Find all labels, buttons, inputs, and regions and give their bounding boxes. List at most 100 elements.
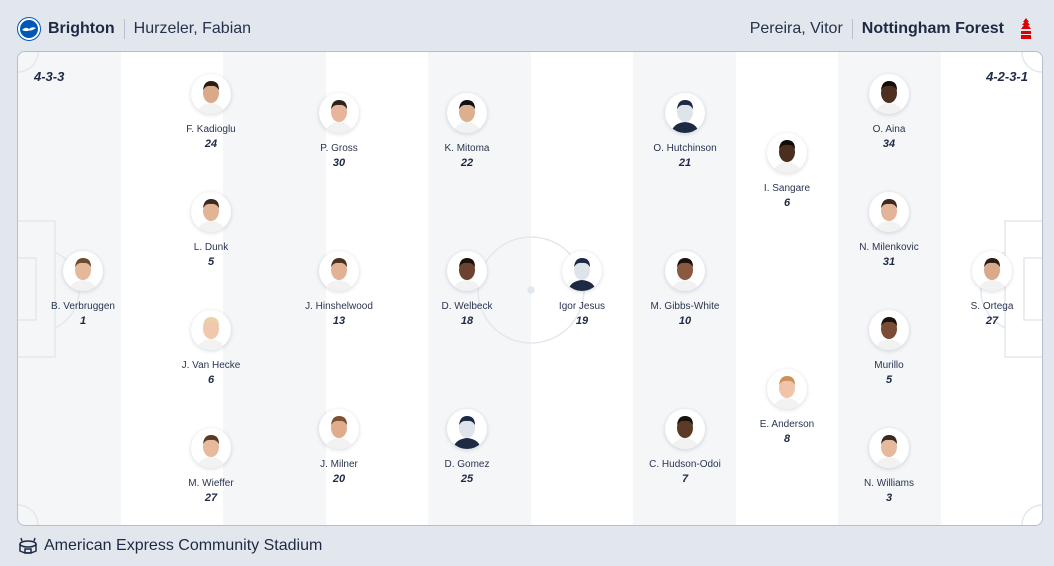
- player-name: O. Hutchinson: [653, 143, 717, 154]
- player-number: 24: [204, 138, 218, 150]
- player-photo-icon: [453, 416, 481, 449]
- player-avatar[interactable]: [562, 251, 602, 291]
- player-avatar[interactable]: [665, 93, 705, 133]
- home-player[interactable]: K. Mitoma 22: [412, 93, 522, 169]
- away-player[interactable]: N. Milenkovic 31: [834, 192, 944, 268]
- player-name: M. Wieffer: [188, 478, 234, 489]
- nottingham-forest-crest-icon: [1021, 18, 1031, 39]
- player-photo-icon: [773, 140, 801, 173]
- player-photo-icon: [671, 258, 699, 291]
- player-name: S. Ortega: [970, 301, 1014, 312]
- player-number: 3: [885, 492, 893, 504]
- player-number: 31: [882, 256, 896, 268]
- player-name: P. Gross: [320, 143, 358, 154]
- pitch-stripe: [18, 52, 121, 525]
- player-avatar[interactable]: [191, 310, 231, 350]
- pitch-stripe: [223, 52, 326, 525]
- player-avatar[interactable]: [63, 251, 103, 291]
- pitch-stripe: [735, 52, 838, 525]
- home-player[interactable]: P. Gross 30: [284, 93, 394, 169]
- player-avatar[interactable]: [191, 428, 231, 468]
- player-number: 22: [460, 157, 474, 169]
- home-player[interactable]: D. Gomez 25: [412, 409, 522, 485]
- player-photo-icon: [773, 376, 801, 409]
- player-name: M. Gibbs-White: [650, 301, 720, 312]
- player-number: 10: [678, 315, 692, 327]
- player-number: 27: [985, 315, 999, 327]
- player-name: L. Dunk: [193, 242, 229, 253]
- player-name: Murillo: [874, 360, 904, 371]
- player-avatar[interactable]: [869, 310, 909, 350]
- home-player[interactable]: M. Wieffer 27: [156, 428, 266, 504]
- player-photo-icon: [875, 81, 903, 114]
- player-number: 21: [678, 157, 692, 169]
- player-name: F. Kadioglu: [186, 124, 236, 135]
- player-photo-icon: [197, 199, 225, 232]
- away-team-header: Pereira, Vitor Nottingham Forest: [750, 14, 1038, 44]
- player-name: D. Gomez: [444, 459, 490, 470]
- lineup-pitch: 4-3-3 4-2-3-1 B. Verbruggen 1 F. Kadioglu 2…: [17, 51, 1043, 526]
- away-player[interactable]: Murillo 5: [834, 310, 944, 386]
- away-team-name[interactable]: Nottingham Forest: [861, 20, 1004, 37]
- player-avatar[interactable]: [665, 251, 705, 291]
- player-number: 7: [681, 473, 689, 485]
- home-player[interactable]: D. Welbeck 18: [412, 251, 522, 327]
- player-avatar[interactable]: [319, 93, 359, 133]
- player-avatar[interactable]: [191, 74, 231, 114]
- home-player[interactable]: B. Verbruggen 1: [28, 251, 138, 327]
- venue-name: American Express Community Stadium: [44, 537, 323, 554]
- away-player[interactable]: S. Ortega 27: [937, 251, 1042, 327]
- player-avatar[interactable]: [767, 133, 807, 173]
- stadium-icon: [19, 537, 37, 554]
- player-name: I. Sangare: [763, 183, 811, 194]
- player-photo-icon: [197, 317, 225, 350]
- home-player[interactable]: J. Van Hecke 6: [156, 310, 266, 386]
- player-avatar[interactable]: [767, 369, 807, 409]
- player-number: 20: [332, 473, 346, 485]
- player-number: 19: [575, 315, 589, 327]
- player-number: 1: [79, 315, 87, 327]
- player-avatar[interactable]: [972, 251, 1012, 291]
- away-player[interactable]: I. Sangare 6: [732, 133, 842, 209]
- away-player[interactable]: M. Gibbs-White 10: [630, 251, 740, 327]
- player-photo-icon: [978, 258, 1006, 291]
- player-avatar[interactable]: [447, 93, 487, 133]
- player-name: Igor Jesus: [558, 301, 606, 312]
- away-player[interactable]: E. Anderson 8: [732, 369, 842, 445]
- away-player[interactable]: Igor Jesus 19: [527, 251, 637, 327]
- player-number: 18: [460, 315, 474, 327]
- player-avatar[interactable]: [319, 409, 359, 449]
- player-name: O. Aina: [872, 124, 906, 135]
- brighton-crest-icon: [17, 17, 41, 41]
- player-name: D. Welbeck: [441, 301, 493, 312]
- home-team-header: Brighton Hurzeler, Fabian: [17, 14, 251, 44]
- away-player[interactable]: O. Aina 34: [834, 74, 944, 150]
- player-number: 13: [332, 315, 346, 327]
- player-photo-icon: [671, 100, 699, 133]
- home-player[interactable]: J. Hinshelwood 13: [284, 251, 394, 327]
- player-avatar[interactable]: [869, 74, 909, 114]
- player-avatar[interactable]: [869, 428, 909, 468]
- player-avatar[interactable]: [447, 409, 487, 449]
- player-photo-icon: [875, 317, 903, 350]
- player-photo-icon: [325, 258, 353, 291]
- home-player[interactable]: J. Milner 20: [284, 409, 394, 485]
- player-number: 6: [207, 374, 215, 386]
- player-avatar[interactable]: [665, 409, 705, 449]
- player-photo-icon: [453, 100, 481, 133]
- player-avatar[interactable]: [191, 192, 231, 232]
- player-avatar[interactable]: [447, 251, 487, 291]
- player-photo-icon: [568, 258, 596, 291]
- pitch-stripe: [428, 52, 531, 525]
- away-player[interactable]: O. Hutchinson 21: [630, 93, 740, 169]
- player-name: N. Milenkovic: [859, 242, 919, 253]
- home-player[interactable]: F. Kadioglu 24: [156, 74, 266, 150]
- home-player[interactable]: L. Dunk 5: [156, 192, 266, 268]
- away-player[interactable]: C. Hudson-Odoi 7: [630, 409, 740, 485]
- away-player[interactable]: N. Williams 3: [834, 428, 944, 504]
- home-team-name[interactable]: Brighton: [48, 20, 115, 37]
- player-photo-icon: [453, 258, 481, 291]
- player-avatar[interactable]: [869, 192, 909, 232]
- player-avatar[interactable]: [319, 251, 359, 291]
- player-photo-icon: [197, 435, 225, 468]
